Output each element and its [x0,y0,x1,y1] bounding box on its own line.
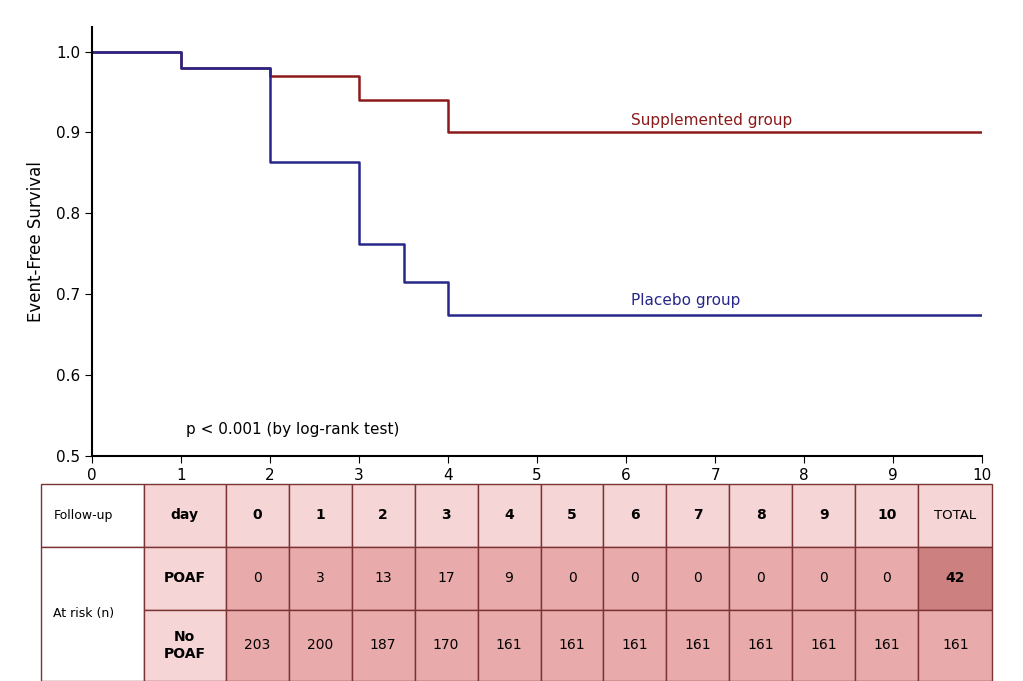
Text: 10: 10 [878,508,896,522]
Bar [288,547,352,610]
Text: 3: 3 [441,508,451,522]
Bar [604,484,667,547]
Bar [41,484,144,547]
Bar [414,484,478,547]
Text: Supplemented group: Supplemented group [630,113,792,128]
Text: p < 0.001 (by log-rank test): p < 0.001 (by log-rank test) [185,422,399,437]
Text: 4: 4 [504,508,514,522]
Text: 161: 161 [942,639,969,652]
Bar [540,484,604,547]
Text: 13: 13 [374,571,392,585]
Bar [793,547,855,610]
Bar [855,547,919,610]
Bar [478,484,540,547]
Text: 2: 2 [379,508,388,522]
Bar [144,610,225,681]
Bar [41,547,144,681]
Bar [144,547,225,610]
Bar [919,610,992,681]
Bar [919,484,992,547]
Text: 9: 9 [504,571,514,585]
Bar [288,484,352,547]
Text: 3: 3 [316,571,324,585]
Text: 6: 6 [630,508,639,522]
Text: 203: 203 [243,639,270,652]
Bar [225,484,288,547]
Bar [855,484,919,547]
Text: day: day [171,508,198,522]
Bar [855,610,919,681]
Text: 5: 5 [567,508,577,522]
Text: 0: 0 [253,508,262,522]
Bar [414,547,478,610]
Text: 161: 161 [496,639,523,652]
Text: 0: 0 [883,571,891,585]
Bar [604,547,667,610]
Text: 187: 187 [369,639,396,652]
Text: 161: 161 [810,639,837,652]
Bar [540,547,604,610]
Text: 0: 0 [694,571,703,585]
Bar [604,610,667,681]
Text: Placebo group: Placebo group [630,293,740,308]
Text: 9: 9 [819,508,829,522]
Bar [729,547,793,610]
Text: No
POAF: No POAF [164,631,206,661]
Y-axis label: Event-Free Survival: Event-Free Survival [27,161,45,322]
Text: Follow-up: Follow-up [53,509,113,522]
Bar [667,610,729,681]
Text: TOTAL: TOTAL [934,509,976,522]
Text: 200: 200 [307,639,333,652]
Bar [667,547,729,610]
Text: 161: 161 [559,639,585,652]
Text: POAF: POAF [164,571,206,585]
Bar [919,547,992,610]
Bar [225,547,288,610]
Bar [414,610,478,681]
Text: At risk (n): At risk (n) [53,607,115,620]
Bar [225,610,288,681]
Text: 170: 170 [433,639,459,652]
Text: 161: 161 [874,639,900,652]
Text: 42: 42 [945,571,965,585]
Bar [540,610,604,681]
Bar [144,484,225,547]
Bar [729,484,793,547]
Bar [793,484,855,547]
Text: 0: 0 [253,571,262,585]
Bar [288,610,352,681]
Bar [729,610,793,681]
Bar [478,547,540,610]
Text: 7: 7 [694,508,703,522]
Text: 0: 0 [757,571,765,585]
Bar [478,610,540,681]
Text: 0: 0 [819,571,829,585]
Text: 1: 1 [315,508,325,522]
Text: 161: 161 [684,639,711,652]
Text: 161: 161 [622,639,649,652]
Bar [352,610,414,681]
Bar [793,610,855,681]
X-axis label: Days of follow-up: Days of follow-up [465,494,609,512]
Text: 17: 17 [437,571,455,585]
Text: 0: 0 [568,571,576,585]
Bar [352,547,414,610]
Text: 161: 161 [748,639,774,652]
Text: 8: 8 [756,508,766,522]
Text: 0: 0 [630,571,639,585]
Bar [352,484,414,547]
Bar [667,484,729,547]
